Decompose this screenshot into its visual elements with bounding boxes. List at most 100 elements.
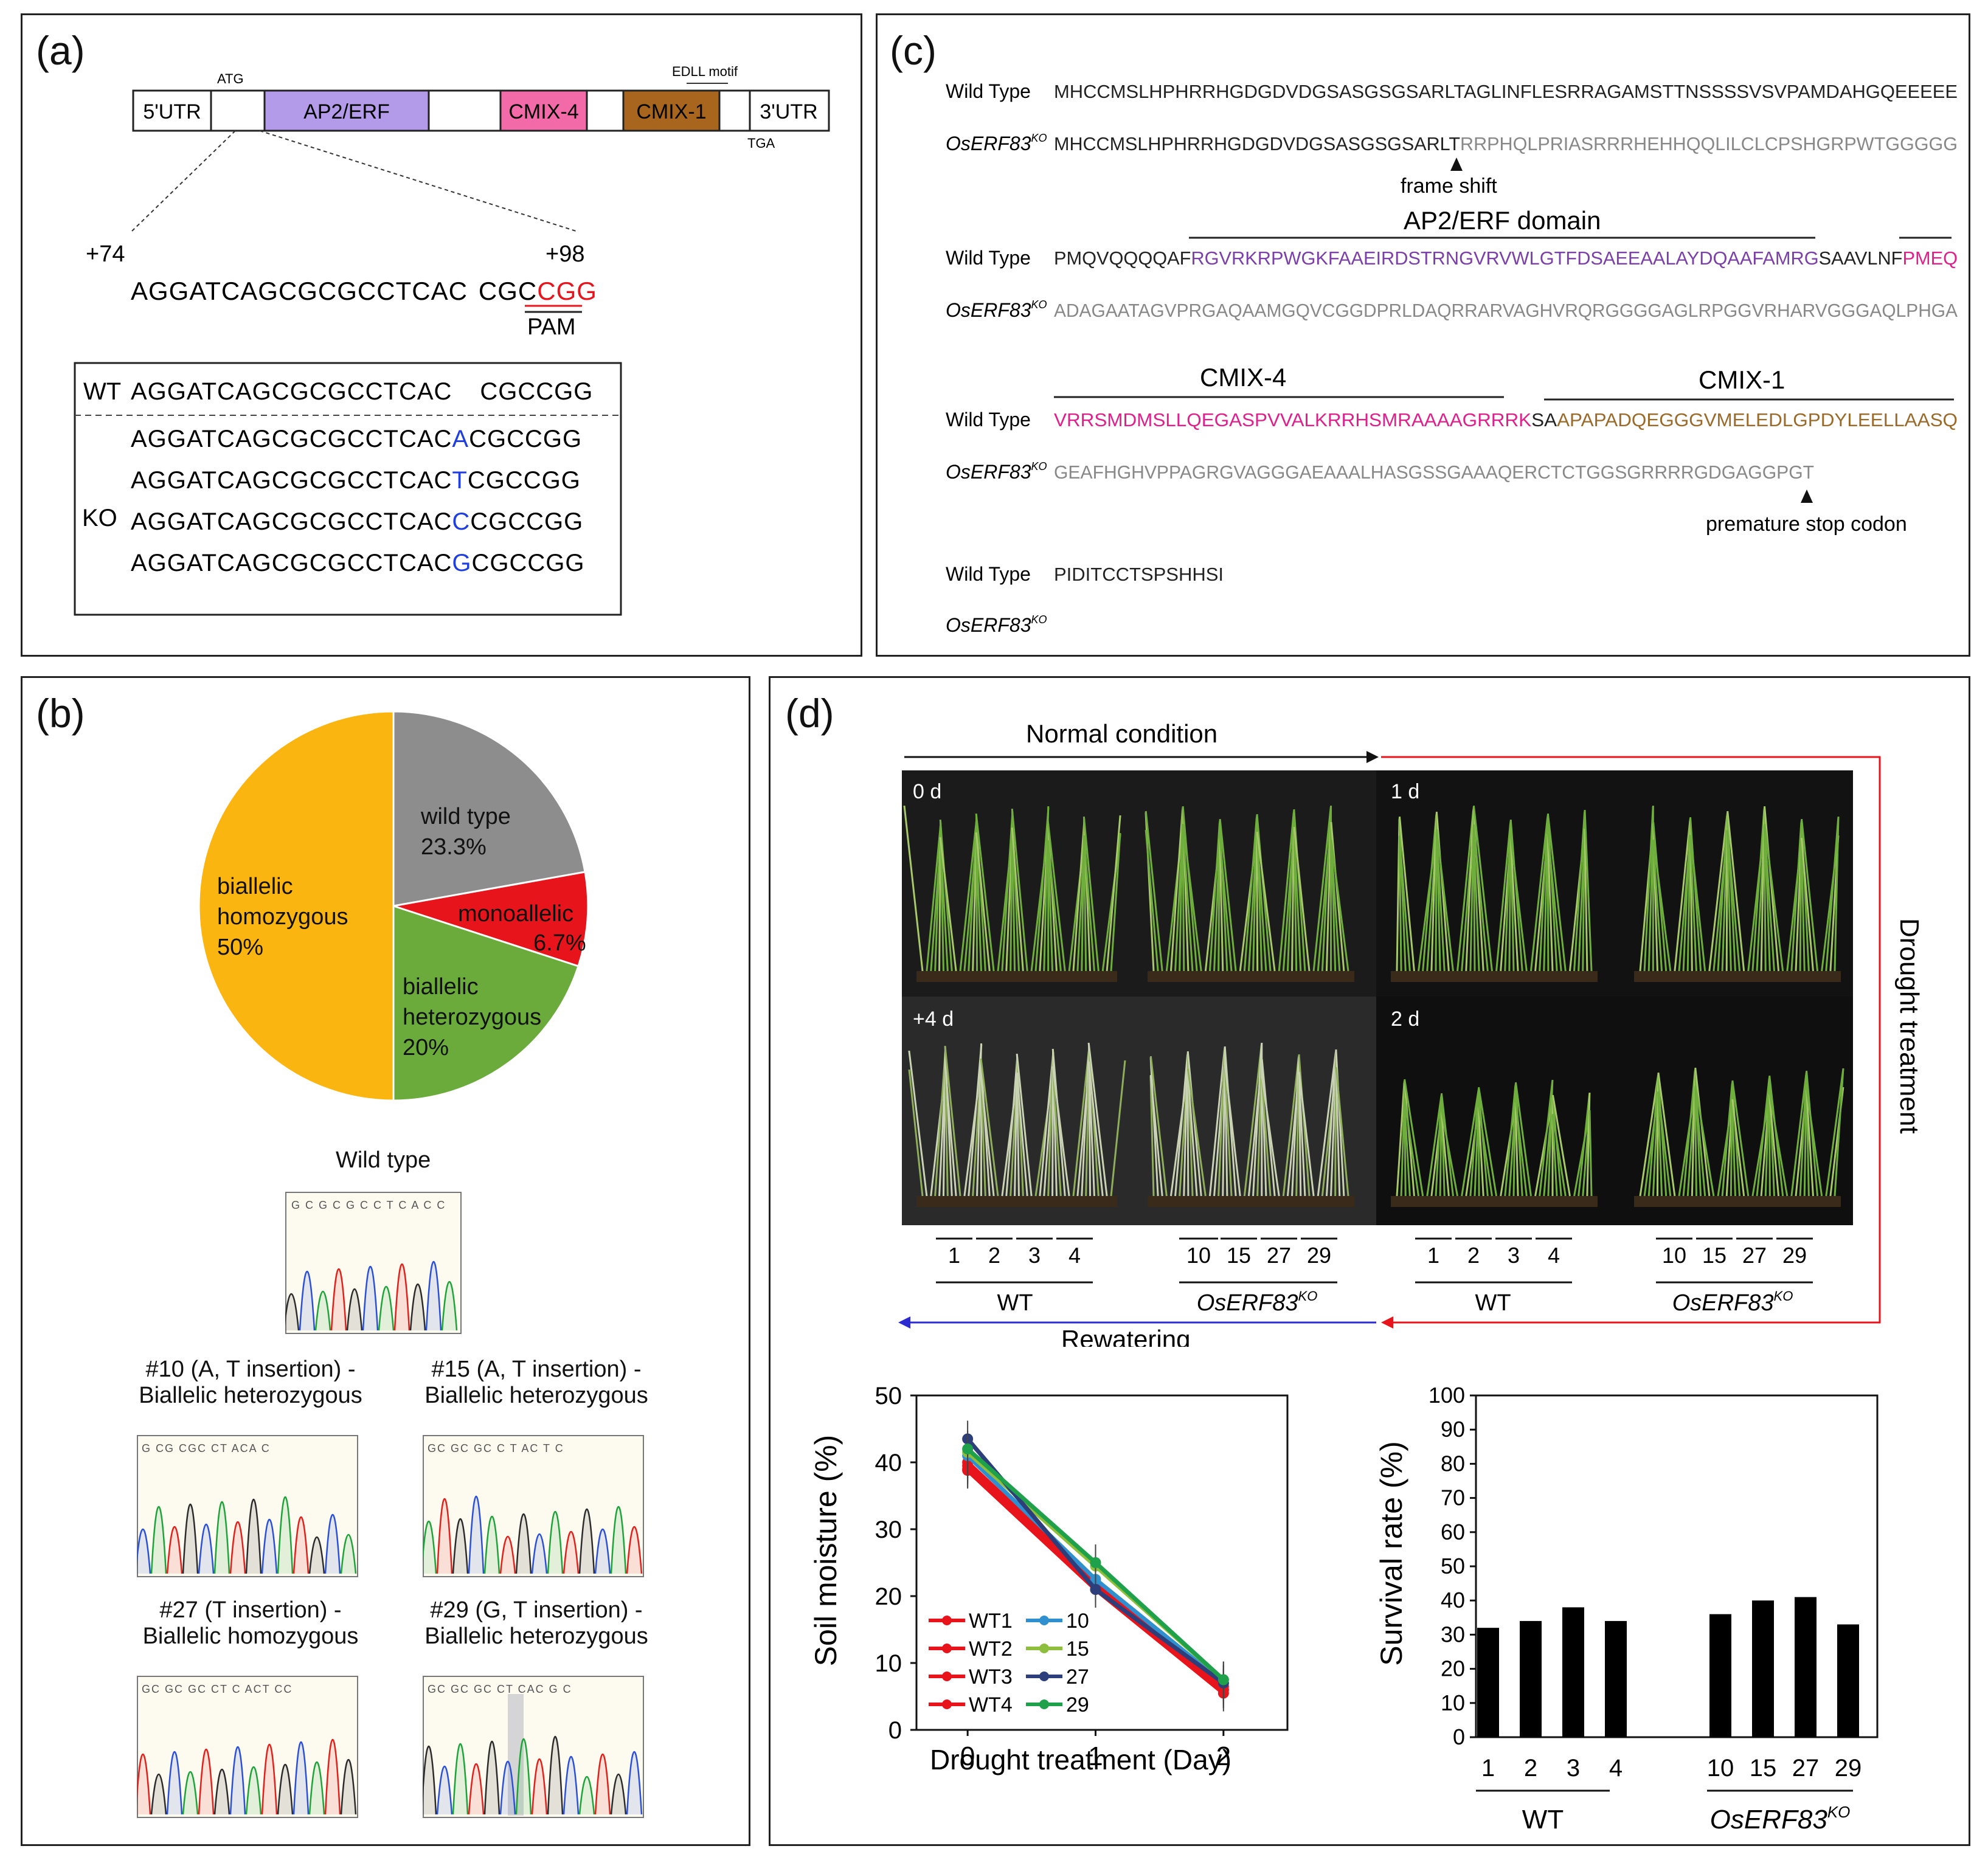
blade: [975, 813, 995, 972]
blade: [1440, 1112, 1450, 1197]
blade: [1469, 1090, 1480, 1197]
blade: [1764, 823, 1784, 972]
panel-c-label: (c): [890, 28, 937, 73]
blade: [1208, 822, 1221, 972]
panel-a-label: (a): [36, 28, 85, 73]
blade: [1016, 1072, 1028, 1197]
wt-line-4-left: 4: [1068, 1243, 1081, 1268]
blade: [1441, 1110, 1459, 1197]
blade: [1083, 836, 1087, 972]
zoom-line-right: [259, 130, 577, 232]
blade: [1657, 1091, 1672, 1197]
ko-line-29-right: 29: [1782, 1243, 1807, 1268]
tray: [1391, 1196, 1598, 1207]
ko-group-left: OsERF83KO: [1197, 1288, 1318, 1316]
cmix1-label: CMIX-1: [1699, 365, 1785, 394]
blade: [1330, 821, 1345, 972]
legend-marker: [942, 1672, 952, 1681]
blade: [1806, 1070, 1819, 1197]
blade: [1256, 832, 1267, 972]
ko-group-right: OsERF83KO: [1672, 1288, 1793, 1316]
soil-xtick-label: 0: [960, 1741, 975, 1771]
blade: [1335, 1068, 1341, 1197]
clone27-title-line2: Biallelic homozygous: [142, 1623, 359, 1649]
blade: [1643, 806, 1654, 972]
pie-slice-biallelic-homozygous: [198, 710, 395, 1102]
blade: [1219, 838, 1224, 972]
blade: [1652, 821, 1668, 972]
soil-ytick-label: 20: [875, 1583, 902, 1610]
chromatogram-peak: [166, 1751, 183, 1815]
blade: [1694, 1086, 1706, 1197]
blade: [975, 832, 991, 972]
blade: [1110, 1060, 1126, 1197]
wt-line-2-left: 2: [988, 1243, 1000, 1268]
chromatogram-peak: [245, 1766, 262, 1815]
panel-b: (b) wild type 23.3% monoallelic 6.7% bia…: [21, 676, 750, 1846]
soil-axes: 0 10 20 30 40 50 0 1 2: [875, 1383, 1289, 1771]
ap2-erf-box: [263, 89, 430, 132]
blade: [1686, 837, 1691, 972]
blade: [1298, 1071, 1315, 1197]
blade: [1803, 1090, 1807, 1197]
blade: [1016, 1073, 1020, 1197]
row3-wt-label: Wild Type: [946, 409, 1031, 430]
blade: [1182, 806, 1198, 972]
blade: [1186, 1051, 1202, 1197]
blade: [926, 823, 942, 972]
survival-bar: [1520, 1620, 1542, 1737]
chromatogram-clone10-peaks: [137, 1496, 357, 1574]
chromatogram-peak: [423, 1745, 437, 1815]
legend-label: 29: [1066, 1693, 1089, 1717]
blade: [1293, 826, 1311, 972]
photo-label-4d: +4 d: [913, 1008, 954, 1031]
tga-label: TGA: [747, 136, 775, 151]
photo-label-0d: 0 d: [913, 780, 941, 803]
pam-label: PAM: [527, 314, 576, 340]
ko-row-seq: AGGATCAGCGCGCCTCACTCGCCGG: [131, 467, 581, 494]
drought-arrow-head: [1381, 1316, 1393, 1329]
wt-line-1-right: 1: [1427, 1243, 1439, 1268]
ko-line-27-left: 27: [1267, 1243, 1291, 1268]
chromatogram-peak: [452, 1518, 469, 1574]
wt-row-label: WT: [83, 378, 121, 405]
chromatogram-clone27: GC GC GC CT C ACT CC: [137, 1676, 358, 1818]
ko-line-15-left: 15: [1227, 1243, 1251, 1268]
blade: [1224, 1065, 1233, 1197]
wt-line-1-left: 1: [948, 1243, 960, 1268]
chromatogram-peak: [425, 1260, 442, 1331]
panel-d: (d) 0 d 1 d +4 d 2 d: [769, 676, 1970, 1846]
chromatogram-peak: [229, 1521, 246, 1574]
blade: [939, 838, 949, 972]
blade: [1439, 1113, 1443, 1197]
blade: [1435, 1095, 1443, 1197]
blade: [1001, 812, 1014, 972]
blade: [1504, 821, 1512, 972]
blade: [1330, 839, 1349, 972]
chromatogram-peak: [483, 1741, 500, 1815]
cmix1-box: [622, 89, 721, 132]
blade: [1282, 1057, 1300, 1197]
chromatogram-peak: [468, 1496, 485, 1574]
row1-ko-label: OsERF83KO: [946, 132, 1047, 154]
ap2-domain-label: AP2/ERF domain: [1404, 206, 1601, 235]
target-sequence: AGGATCAGCGCGCCTCAC CGCCGG: [131, 277, 597, 305]
blade: [1806, 1088, 1823, 1197]
legend-label: WT1: [969, 1609, 1013, 1633]
blade: [968, 817, 978, 972]
blade: [1647, 1076, 1659, 1197]
legend-label: WT3: [969, 1665, 1013, 1689]
chromatogram-clone10-seq: G CG CGC CT ACA C: [142, 1442, 271, 1454]
soil-ytick-label: 40: [875, 1450, 902, 1476]
blade: [1051, 1066, 1070, 1197]
blade: [1694, 1087, 1697, 1197]
row2-ko-seq: ADAGAATAGVPRGAQAAMGQVCGGDPRLDAQRRARVAGHV…: [1054, 300, 1958, 321]
blade: [1072, 820, 1086, 972]
blade: [1325, 1051, 1337, 1197]
survival-xtick-label: 3: [1567, 1755, 1580, 1782]
survival-bar: [1709, 1614, 1731, 1737]
blade: [1731, 1081, 1741, 1197]
blade: [1689, 834, 1706, 972]
gene-structure-diagram: 5'UTR AP2/ERF CMIX-4 CMIX-1 3'UTR ATG TG…: [74, 64, 830, 616]
survival-ytick-label: 70: [1441, 1485, 1465, 1510]
